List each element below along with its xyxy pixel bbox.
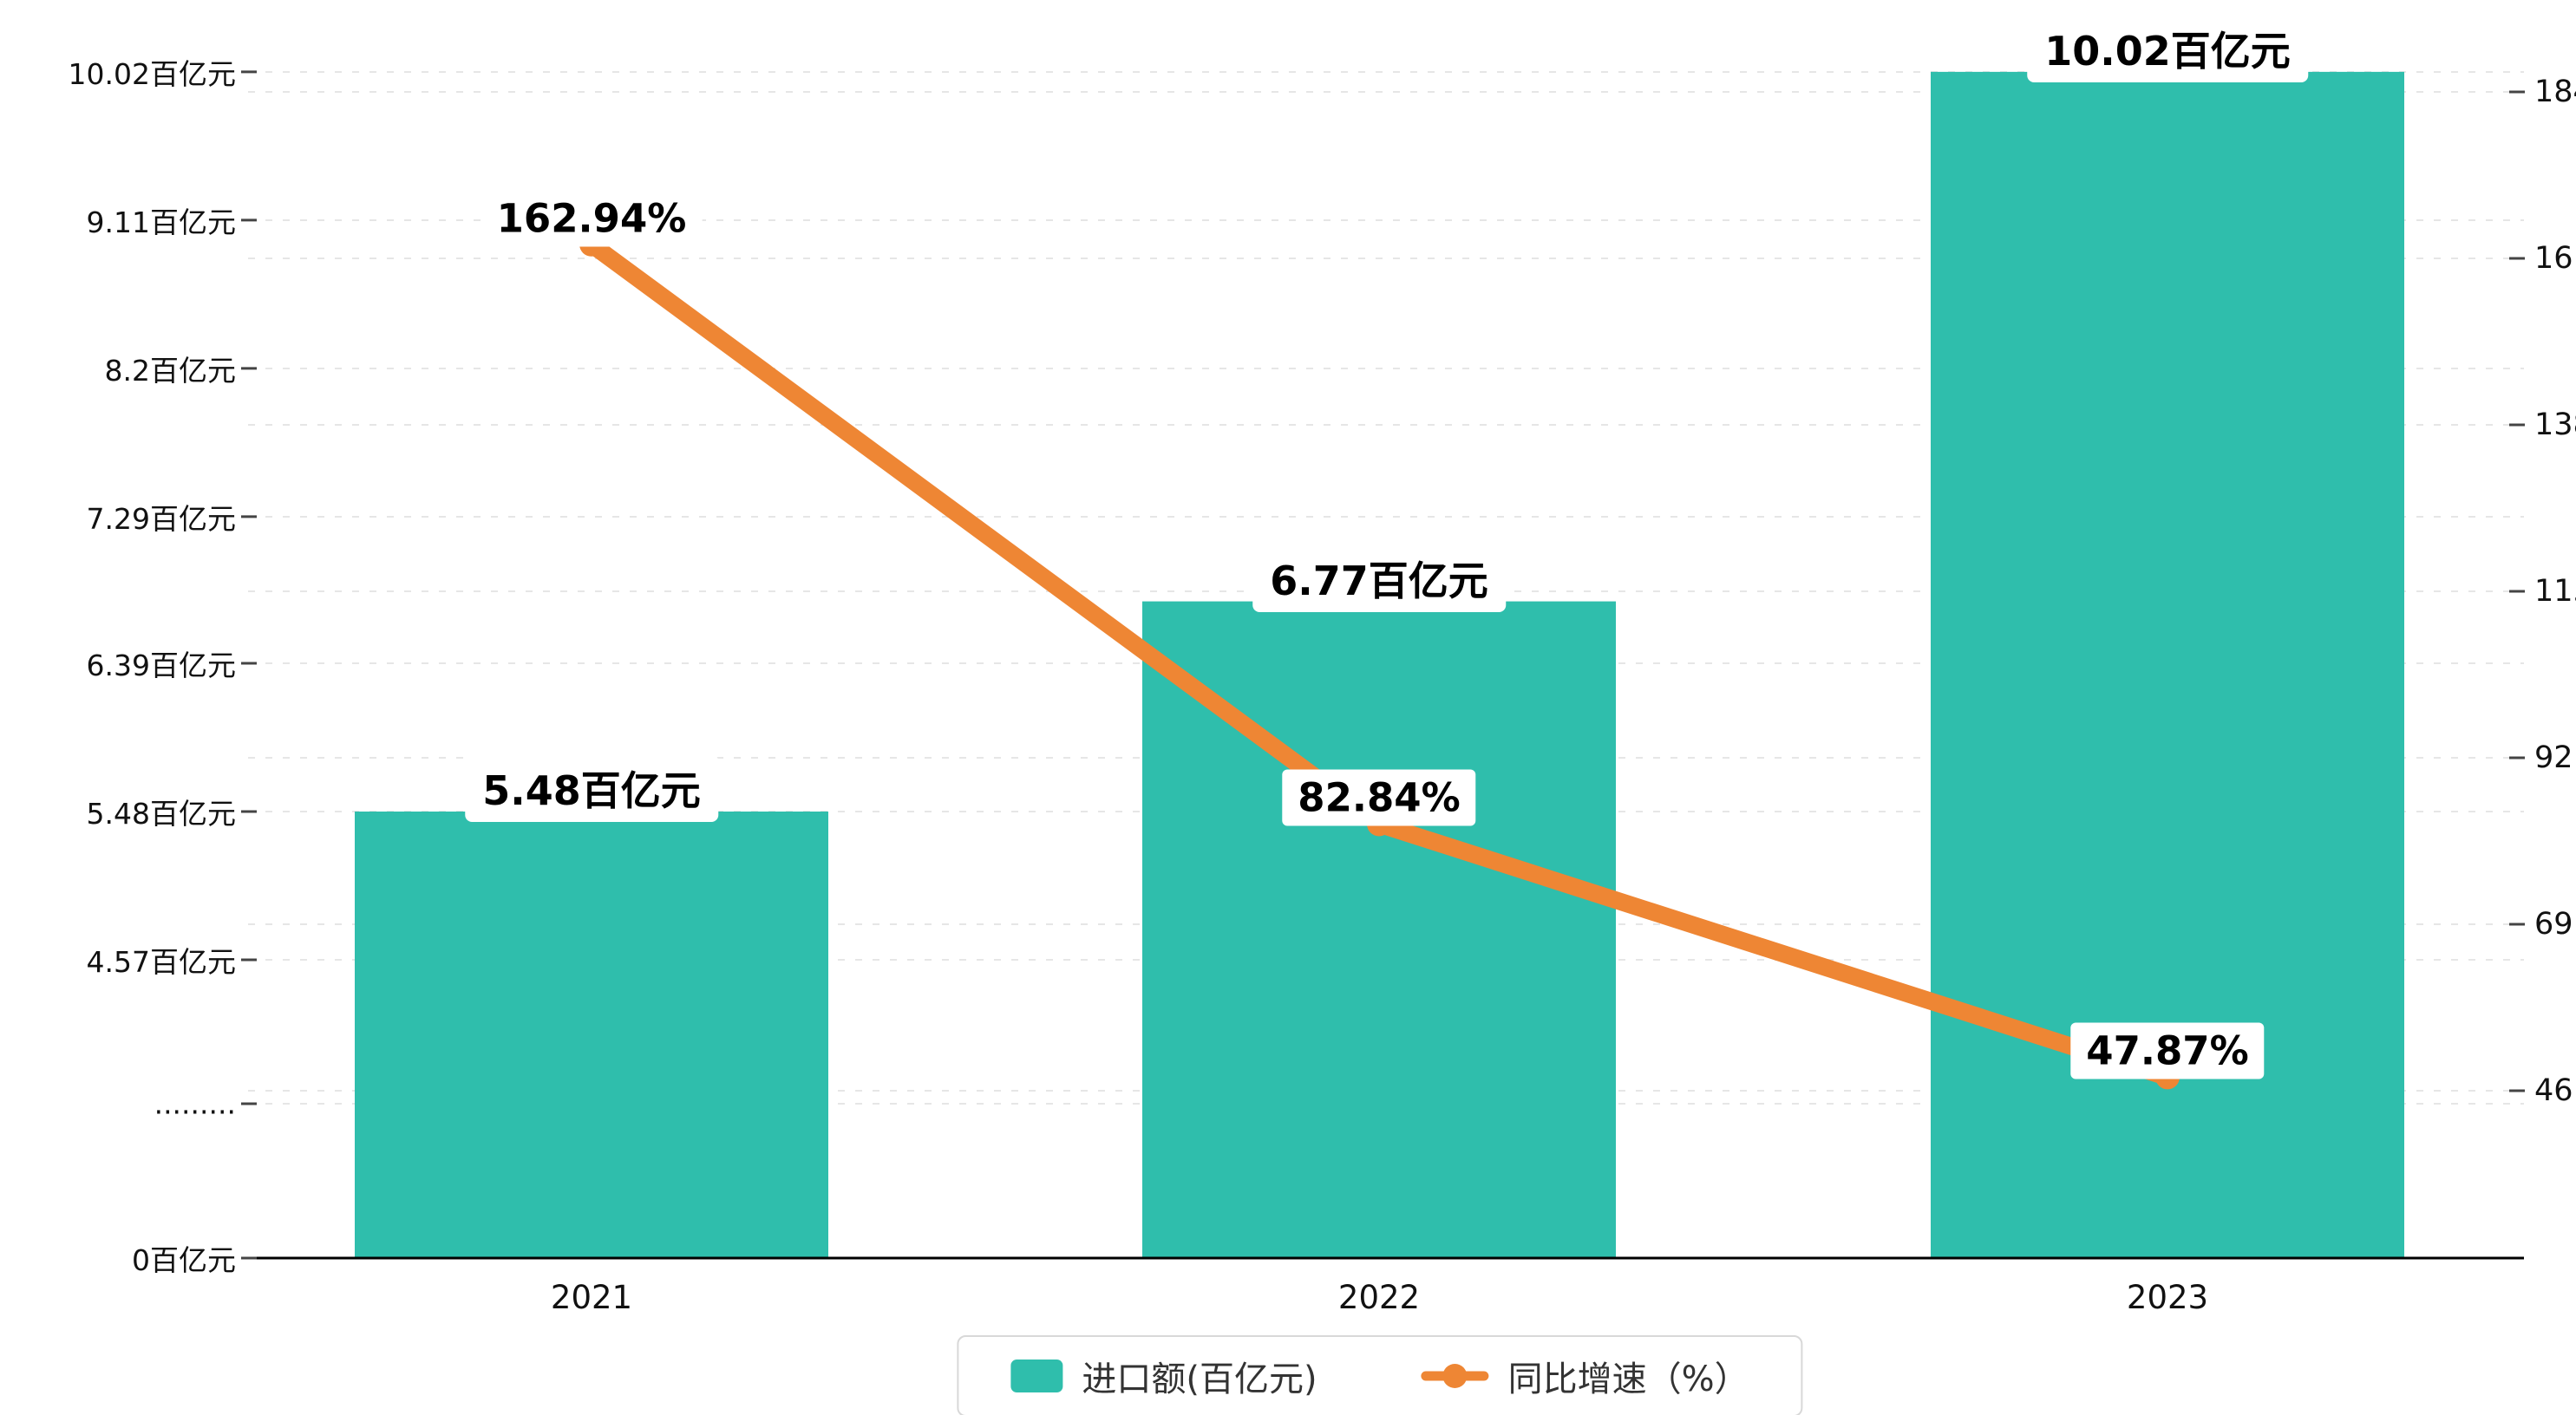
bar-series-swatch-icon [1010,1360,1063,1392]
left-axis-tick-label: 4.57百亿元 [86,945,236,979]
legend-label-import: 进口额(百亿元) [1082,1360,1317,1399]
x-axis-label-2023: 2023 [2126,1279,2209,1316]
left-axis-tick-label: 10.02百亿元 [68,56,236,91]
legend-label-growth: 同比增速（%） [1507,1360,1749,1399]
bar-value-label-2022: 6.77百亿元 [1252,544,1506,612]
legend-item-growth[interactable]: 同比增速（%） [1421,1351,1749,1401]
left-axis-tick-label: 9.11百亿元 [86,205,236,239]
growth-value-label-2023: 47.87% [2070,1022,2265,1079]
right-axis-tick-label: 138 [2534,408,2576,442]
bar-value-label-2023: 10.02百亿元 [2027,14,2308,82]
left-axis-tick-label: 7.29百亿元 [86,501,236,536]
bar-value-label-2021: 5.48百亿元 [465,754,718,822]
right-axis-tick-label: 184 [2534,75,2576,109]
left-axis-tick-label: 8.2百亿元 [104,353,236,388]
legend-line-dot [1442,1364,1468,1388]
x-axis-label-2021: 2021 [550,1279,633,1316]
growth-value-label-2022: 82.84% [1282,769,1476,826]
right-axis-tick-label: 115 [2534,574,2576,609]
right-axis-tick-label: 161 [2534,241,2576,276]
bar-2021[interactable] [355,812,828,1258]
left-axis-tick-label: 6.39百亿元 [86,649,236,682]
right-axis-tick-label: 69 [2534,907,2573,942]
right-axis-tick-label: 46 [2534,1073,2573,1108]
growth-value-label-2021: 162.94% [481,190,703,247]
legend-item-import[interactable]: 进口额(百亿元) [1010,1351,1317,1401]
left-axis-tick-label: 5.48百亿元 [86,797,236,831]
legend: 进口额(百亿元) 同比增速（%） [957,1335,1803,1415]
left-axis-break-label: ......... [154,1086,236,1121]
line-series-swatch-icon [1421,1360,1489,1392]
right-axis-tick-label: 92 [2534,740,2573,775]
left-axis-zero-label: 0百亿元 [132,1243,236,1277]
x-axis-label-2022: 2022 [1337,1279,1421,1316]
